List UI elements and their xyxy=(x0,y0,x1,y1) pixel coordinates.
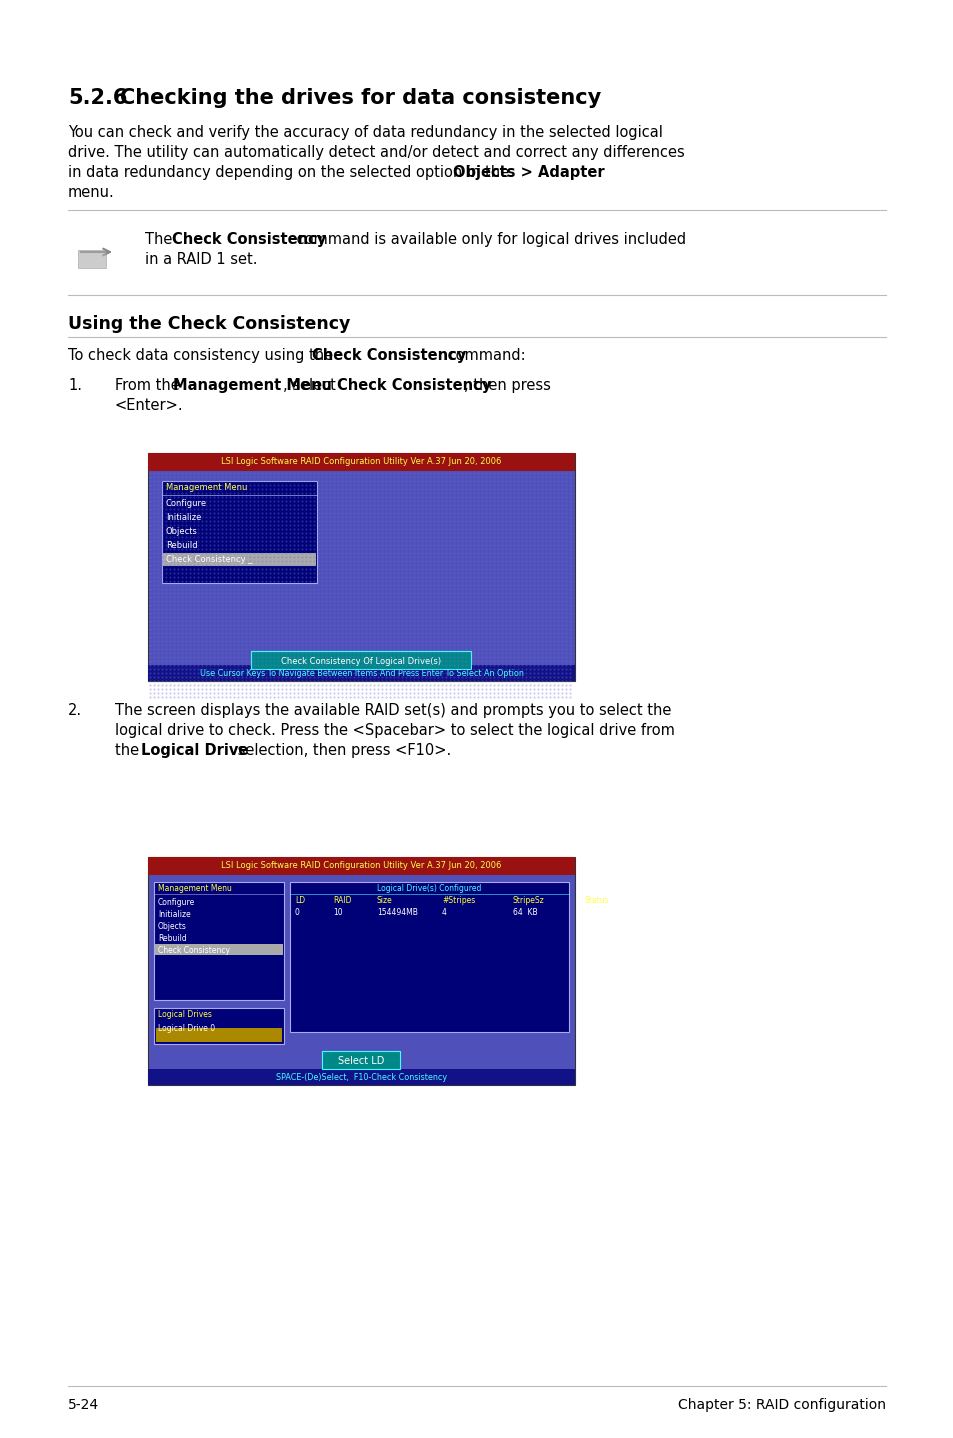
Text: 154494MB: 154494MB xyxy=(376,907,417,917)
Bar xyxy=(148,453,575,472)
Text: StripeSz: StripeSz xyxy=(513,896,544,905)
Text: Check Consistency Of Logical Drive(s): Check Consistency Of Logical Drive(s) xyxy=(281,657,441,666)
Text: The screen displays the available RAID set(s) and prompts you to select the: The screen displays the available RAID s… xyxy=(115,703,671,718)
Text: 2.: 2. xyxy=(68,703,82,718)
Text: 64  KB: 64 KB xyxy=(513,907,537,917)
Text: logical drive to check. Press the <Spacebar> to select the logical drive from: logical drive to check. Press the <Space… xyxy=(115,723,674,738)
Text: From the: From the xyxy=(115,378,184,393)
Text: Objects > Adapter: Objects > Adapter xyxy=(453,165,604,180)
Text: 5.2.6: 5.2.6 xyxy=(68,88,128,108)
Text: Management Menu: Management Menu xyxy=(158,884,232,893)
Text: <Enter>.: <Enter>. xyxy=(115,398,183,413)
Bar xyxy=(148,664,575,682)
FancyArrowPatch shape xyxy=(81,249,110,256)
Text: Check Consistency _: Check Consistency _ xyxy=(166,555,253,564)
Text: To check data consistency using the: To check data consistency using the xyxy=(68,348,337,362)
Bar xyxy=(322,1051,400,1068)
Text: LSI Logic Software RAID Configuration Utility Ver A.37 Jun 20, 2006: LSI Logic Software RAID Configuration Ut… xyxy=(221,457,501,466)
Text: Management Menu: Management Menu xyxy=(166,483,247,492)
Text: Initialize: Initialize xyxy=(158,910,191,919)
Text: You can check and verify the accuracy of data redundancy in the selected logical: You can check and verify the accuracy of… xyxy=(68,125,662,139)
Text: in data redundancy depending on the selected option in the: in data redundancy depending on the sele… xyxy=(68,165,514,180)
Text: Logical Drive(s) Configured: Logical Drive(s) Configured xyxy=(377,884,481,893)
Text: ONLINE: ONLINE xyxy=(584,907,613,917)
Text: Chapter 5: RAID configuration: Chapter 5: RAID configuration xyxy=(678,1398,885,1412)
Text: Logical Drive 0: Logical Drive 0 xyxy=(158,1024,214,1032)
Text: drive. The utility can automatically detect and/or detect and correct any differ: drive. The utility can automatically det… xyxy=(68,145,684,160)
Text: #Stripes: #Stripes xyxy=(441,896,475,905)
Text: Check Consistency: Check Consistency xyxy=(336,378,491,393)
Text: LSI Logic Software RAID Configuration Utility Ver A.37 Jun 20, 2006: LSI Logic Software RAID Configuration Ut… xyxy=(221,861,501,870)
Text: Status: Status xyxy=(584,896,609,905)
Text: Check Consistency: Check Consistency xyxy=(158,946,230,955)
Text: Configure: Configure xyxy=(158,897,195,907)
Text: 0: 0 xyxy=(294,907,299,917)
Text: Logical Drives: Logical Drives xyxy=(158,1009,212,1020)
Text: Use Cursor Keys To Navigate Between Items And Press Enter To Select An Option: Use Cursor Keys To Navigate Between Item… xyxy=(199,669,523,677)
Text: Size: Size xyxy=(376,896,393,905)
Text: , then press: , then press xyxy=(463,378,550,393)
Text: LD: LD xyxy=(294,896,305,905)
Text: SPACE-(De)Select,  F10-Check Consistency: SPACE-(De)Select, F10-Check Consistency xyxy=(275,1073,447,1081)
Text: command is available only for logical drives included: command is available only for logical dr… xyxy=(292,232,685,247)
Text: Checking the drives for data consistency: Checking the drives for data consistency xyxy=(120,88,600,108)
Text: the: the xyxy=(115,743,144,758)
Text: Rebuild: Rebuild xyxy=(158,935,187,943)
Text: 1.: 1. xyxy=(68,378,82,393)
Text: The: The xyxy=(145,232,177,247)
Bar xyxy=(153,1008,284,1044)
Text: 4: 4 xyxy=(441,907,446,917)
Text: Rebuild: Rebuild xyxy=(166,541,197,549)
Bar xyxy=(156,1028,282,1043)
Text: selection, then press <F10>.: selection, then press <F10>. xyxy=(233,743,451,758)
Text: Configure: Configure xyxy=(166,499,207,508)
Text: Select LD: Select LD xyxy=(338,1055,384,1066)
Text: menu.: menu. xyxy=(68,186,114,200)
Bar xyxy=(148,453,575,682)
Text: Objects: Objects xyxy=(166,526,197,536)
Text: , select: , select xyxy=(283,378,340,393)
Text: 10: 10 xyxy=(333,907,342,917)
Bar xyxy=(154,943,283,955)
Text: Logical Drive: Logical Drive xyxy=(141,743,248,758)
Bar xyxy=(153,881,284,999)
Text: Using the Check Consistency: Using the Check Consistency xyxy=(68,315,350,334)
Text: in a RAID 1 set.: in a RAID 1 set. xyxy=(145,252,257,267)
Text: Initialize: Initialize xyxy=(166,513,201,522)
Bar xyxy=(163,554,315,567)
Text: 5-24: 5-24 xyxy=(68,1398,99,1412)
Text: Check Consistency: Check Consistency xyxy=(172,232,326,247)
Text: Management Menu: Management Menu xyxy=(172,378,332,393)
Text: Objects: Objects xyxy=(158,922,187,930)
Bar xyxy=(148,857,575,1086)
Bar xyxy=(148,1068,575,1086)
Bar xyxy=(162,480,316,582)
Text: command:: command: xyxy=(442,348,525,362)
Bar xyxy=(290,881,568,1032)
Bar xyxy=(252,651,471,669)
Bar xyxy=(78,250,106,267)
Bar xyxy=(148,857,575,874)
Text: RAID: RAID xyxy=(333,896,351,905)
Text: Check Consistency: Check Consistency xyxy=(312,348,466,362)
